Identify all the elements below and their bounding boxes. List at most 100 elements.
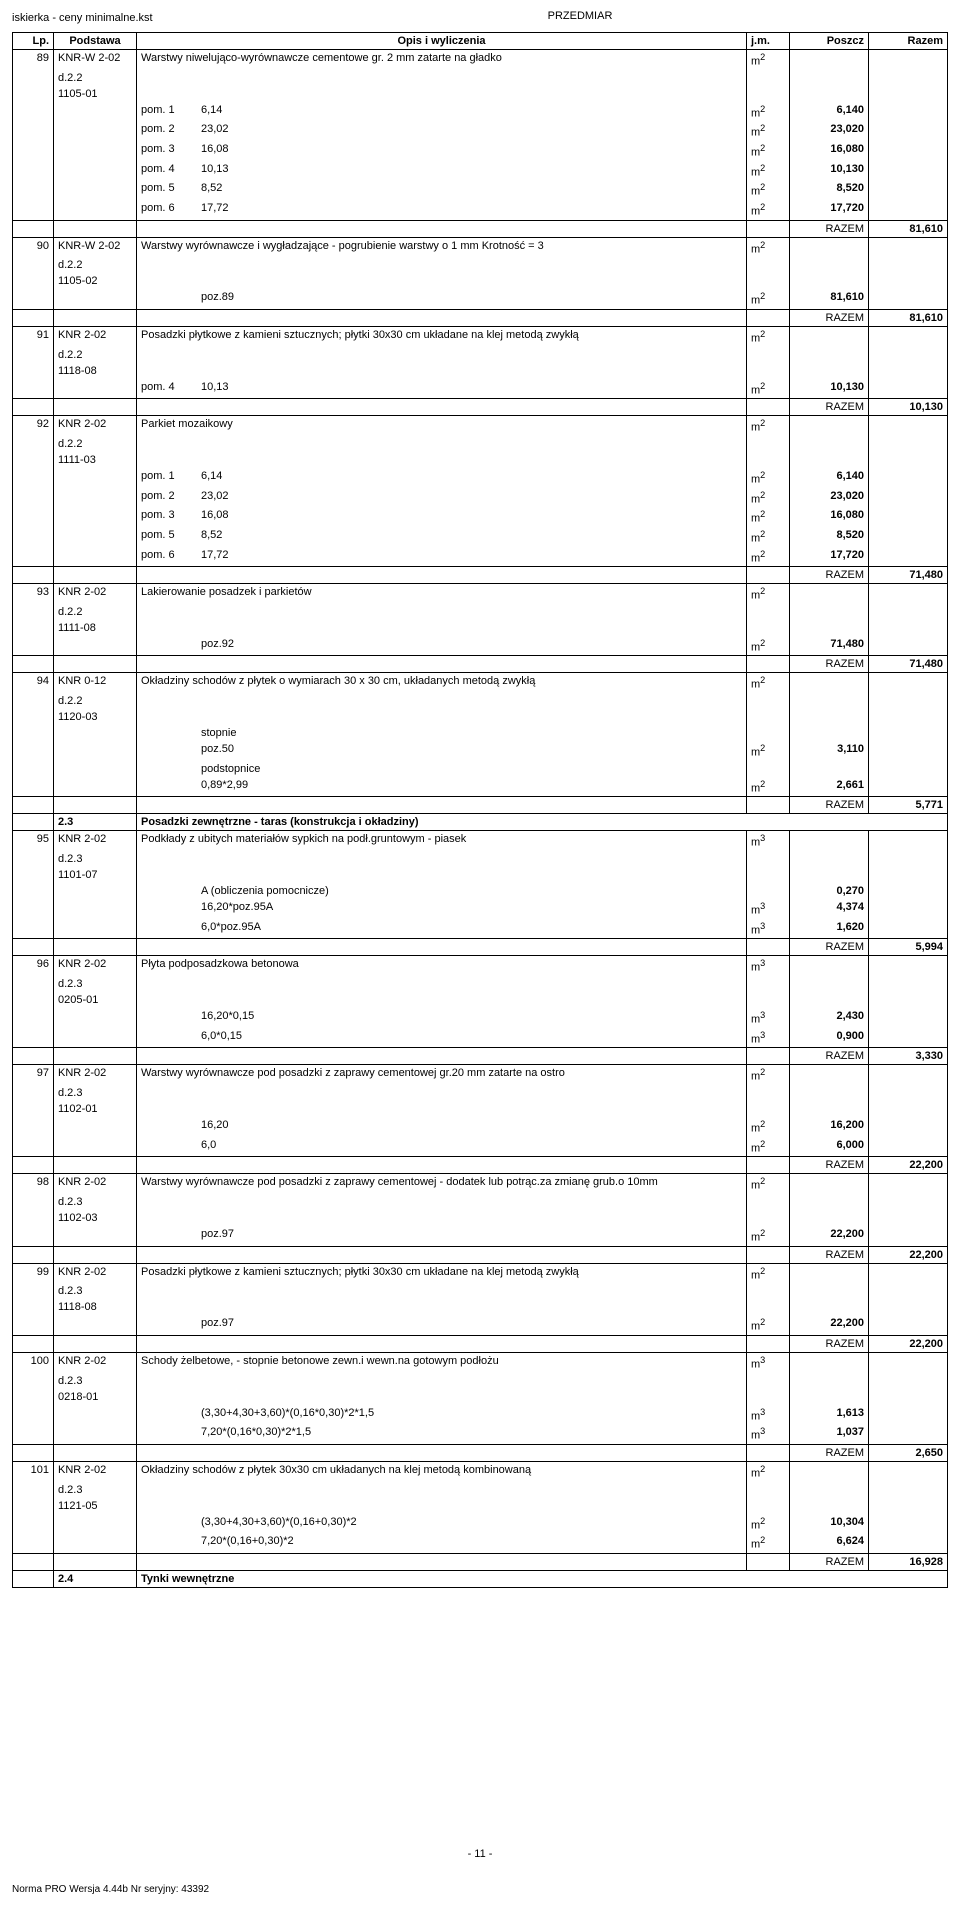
cell: 96 <box>13 956 54 976</box>
cell <box>747 399 790 416</box>
cell <box>790 725 869 741</box>
cell <box>54 1405 137 1425</box>
cell: 92 <box>13 416 54 436</box>
cell <box>13 1514 54 1534</box>
cell: m2 <box>747 161 790 181</box>
cell <box>747 976 790 992</box>
cell: m2 <box>747 237 790 257</box>
cell: A (obliczenia pomocnicze) <box>137 883 747 899</box>
cell <box>869 1405 948 1425</box>
cell <box>869 604 948 620</box>
cell: d.2.3 <box>54 1283 137 1299</box>
cell: 0205-01 <box>54 992 137 1008</box>
cell: Parkiet mozaikowy <box>137 416 747 436</box>
cell <box>869 673 948 693</box>
cell <box>790 50 869 70</box>
cell <box>869 1533 948 1553</box>
cell <box>790 1352 869 1372</box>
cell <box>137 976 747 992</box>
cell: 6,624 <box>790 1533 869 1553</box>
cell: 94 <box>13 673 54 693</box>
cell: 1,620 <box>790 919 869 939</box>
cell <box>869 468 948 488</box>
cell: 22,200 <box>790 1226 869 1246</box>
cell <box>54 899 137 919</box>
cell <box>13 220 54 237</box>
cell: 16,20*poz.95A <box>137 899 747 919</box>
cell <box>747 709 790 725</box>
cell <box>869 1085 948 1101</box>
cell <box>13 1335 54 1352</box>
cell: 89 <box>13 50 54 70</box>
cell: m3 <box>747 1424 790 1444</box>
cell <box>13 1137 54 1157</box>
cell <box>869 1299 948 1315</box>
cell: m2 <box>747 584 790 604</box>
cell <box>54 161 137 181</box>
cell <box>869 851 948 867</box>
razem-label: RAZEM <box>790 939 869 956</box>
cell <box>13 468 54 488</box>
cell <box>869 976 948 992</box>
cell <box>54 1008 137 1028</box>
cell: Lakierowanie posadzek i parkietów <box>137 584 747 604</box>
cell <box>13 1373 54 1389</box>
cell: d.2.3 <box>54 976 137 992</box>
cell <box>54 102 137 122</box>
cell <box>869 1210 948 1226</box>
cell <box>790 1194 869 1210</box>
cell <box>869 741 948 761</box>
cell <box>13 1101 54 1117</box>
cell: 17,720 <box>790 200 869 220</box>
cell <box>747 452 790 468</box>
cell <box>13 347 54 363</box>
cell <box>54 1553 137 1570</box>
cell <box>54 289 137 309</box>
cell <box>54 1514 137 1534</box>
cell: 98 <box>13 1174 54 1194</box>
cell <box>137 567 747 584</box>
cell <box>13 488 54 508</box>
cell <box>747 797 790 814</box>
cell: KNR 2-02 <box>54 1065 137 1085</box>
cell <box>869 257 948 273</box>
cell: m2 <box>747 673 790 693</box>
cell <box>869 1028 948 1048</box>
cell <box>869 488 948 508</box>
cell <box>54 761 137 777</box>
cell: (3,30+4,30+3,60)*(0,16+0,30)*2 <box>137 1514 747 1534</box>
cell: m2 <box>747 1315 790 1335</box>
cell: m3 <box>747 1405 790 1425</box>
cell <box>747 1335 790 1352</box>
cell: KNR 2-02 <box>54 1461 137 1481</box>
cell: KNR 2-02 <box>54 956 137 976</box>
cell <box>747 1373 790 1389</box>
cell <box>790 604 869 620</box>
cell <box>137 1048 747 1065</box>
cell <box>54 547 137 567</box>
cell <box>54 883 137 899</box>
cell: m2 <box>747 121 790 141</box>
cell <box>137 86 747 102</box>
doc-title: PRZEDMIAR <box>212 10 948 22</box>
cell <box>869 50 948 70</box>
cell <box>747 70 790 86</box>
cell <box>869 1352 948 1372</box>
cell: Płyta podposadzkowa betonowa <box>137 956 747 976</box>
cell <box>54 919 137 939</box>
cell: 8,520 <box>790 527 869 547</box>
cell: 1118-08 <box>54 1299 137 1315</box>
cell <box>869 693 948 709</box>
cell: (3,30+4,30+3,60)*(0,16*0,30)*2*1,5 <box>137 1405 747 1425</box>
cell <box>137 620 747 636</box>
cell <box>13 141 54 161</box>
cell: Okładziny schodów z płytek o wymiarach 3… <box>137 673 747 693</box>
cell: m2 <box>747 326 790 346</box>
cell <box>54 507 137 527</box>
cell <box>790 1482 869 1498</box>
cell <box>869 1498 948 1514</box>
cell <box>13 976 54 992</box>
cell <box>13 620 54 636</box>
cell <box>54 1048 137 1065</box>
cell <box>869 289 948 309</box>
